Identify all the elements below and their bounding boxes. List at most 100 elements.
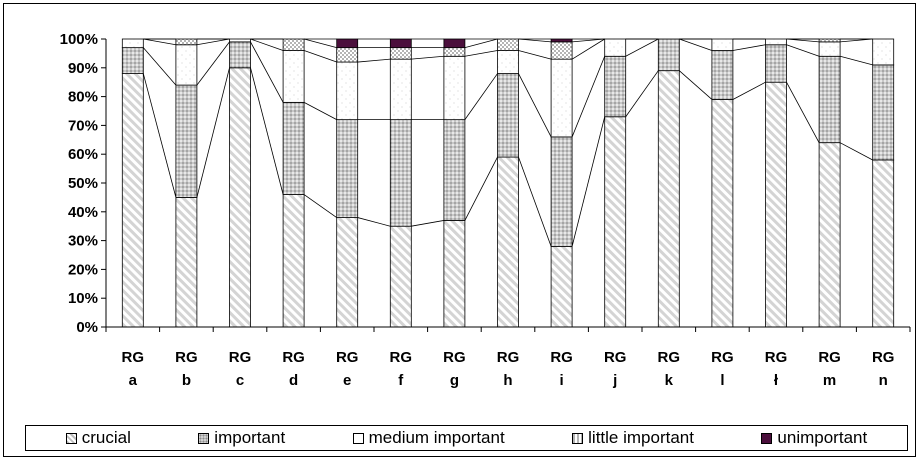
bar-segment-medium-important [711, 38, 734, 51]
x-tick-label: RG [175, 349, 198, 366]
series-line [411, 220, 444, 227]
x-tick-label: ł [774, 372, 779, 389]
bar-segment-important [497, 73, 519, 158]
bar-segment-little-important [282, 38, 305, 51]
series-line [571, 38, 605, 60]
series-line [679, 38, 713, 51]
series-line [571, 116, 606, 247]
bar-segment-crucial [443, 220, 466, 328]
x-tick-label: RG [550, 349, 573, 366]
bar-segment-important [282, 101, 305, 195]
bar-segment-medium-important [872, 38, 895, 66]
series-line [303, 102, 337, 120]
x-tick-label: j [612, 372, 617, 389]
x-tick-label: a [129, 372, 138, 389]
series-line [196, 41, 230, 86]
legend-item-medium-important: medium important [352, 428, 505, 448]
y-tick-label: 40% [68, 204, 98, 221]
series-line [732, 81, 766, 100]
x-tick-label: b [182, 372, 191, 389]
y-tick-label: 20% [68, 261, 98, 278]
bar-segment-crucial [229, 67, 251, 328]
series-line [357, 58, 391, 63]
bar-segment-unimportant [336, 38, 359, 49]
legend: crucial important medium important little i… [25, 425, 908, 451]
series-line [625, 38, 659, 57]
series-lines [142, 38, 873, 247]
bar-segment-medium-important [550, 58, 573, 138]
series-line [142, 73, 177, 198]
chart-plot: 0% 10% 20% 30% 40% 50% 60% 70% 80% 90% 100% RG a RG b… [60, 31, 911, 389]
legend-label: little important [588, 428, 694, 447]
bar-segment-crucial [765, 81, 787, 328]
y-tick-label: 90% [68, 60, 98, 77]
bar-segment-important [389, 119, 412, 227]
bar-segment-important [604, 55, 627, 118]
bar-segment-medium-important [765, 38, 787, 46]
x-tick-label: l [720, 372, 724, 389]
x-tick-label: RG [872, 349, 895, 366]
x-tick-label: m [823, 372, 836, 389]
x-tick-label: e [343, 372, 351, 389]
legend-swatch [65, 432, 77, 444]
x-tick-label: RG [711, 349, 734, 366]
bar-segment-important [818, 55, 841, 144]
x-tick-label: RG [229, 349, 252, 366]
legend-item-unimportant: unimportant [761, 428, 867, 448]
x-tick-label: RG [604, 349, 627, 366]
bar-segment-important [121, 47, 144, 74]
series-line [143, 38, 176, 46]
x-tick-label: RG [282, 349, 305, 366]
bar-segment-crucial [872, 159, 895, 328]
bars [121, 38, 895, 328]
bar-segment-important [711, 50, 734, 100]
legend-swatch [761, 432, 773, 444]
bar-segment-little-important [389, 47, 412, 60]
series-line [840, 38, 873, 43]
series-line [250, 67, 284, 195]
bar-segment-important [175, 84, 198, 198]
x-tick-label: g [450, 372, 459, 389]
legend-item-crucial: crucial [65, 428, 131, 448]
bar-segment-unimportant [389, 38, 412, 49]
bar-segment-crucial [550, 245, 573, 328]
bar-segment-medium-important [121, 38, 144, 49]
series-line [518, 38, 552, 43]
bar-segment-crucial [282, 194, 305, 328]
x-tick-label: RG [390, 349, 413, 366]
series-line [196, 38, 230, 46]
x-tick-label: c [236, 372, 244, 389]
x-tick-label: RG [818, 349, 841, 366]
bar-segment-medium-important [497, 50, 519, 74]
y-tick-label: 10% [68, 290, 98, 307]
bar-segment-medium-important [175, 44, 198, 86]
series-line [250, 38, 284, 51]
x-tick-label: RG [336, 349, 359, 366]
series-line [786, 82, 820, 143]
legend-swatch [572, 432, 584, 444]
y-tick-label: 80% [68, 89, 98, 106]
series-line [625, 70, 659, 117]
y-tick-label: 0% [76, 319, 98, 336]
bar-segment-unimportant [443, 38, 466, 49]
y-tick-label: 100% [60, 31, 98, 48]
bar-segment-crucial [711, 99, 734, 328]
bar-segment-crucial [657, 70, 680, 328]
x-tick-label: RG [497, 349, 520, 366]
series-line [518, 73, 552, 138]
series-line [464, 156, 498, 221]
legend-item-important: important [198, 428, 285, 448]
bar-segment-medium-important [336, 61, 359, 121]
bar-segment-medium-important [818, 41, 841, 57]
x-tick-label: RG [658, 349, 681, 366]
legend-swatch [352, 432, 364, 444]
legend-label: crucial [81, 428, 131, 447]
x-tick-label: RG [765, 349, 788, 366]
series-line [196, 67, 230, 198]
bar-segment-crucial [175, 196, 198, 328]
series-line [303, 50, 337, 63]
series-line [786, 38, 820, 43]
bar-segment-medium-important [282, 50, 305, 103]
y-tick-label: 70% [68, 117, 98, 134]
legend-label: unimportant [777, 428, 868, 447]
